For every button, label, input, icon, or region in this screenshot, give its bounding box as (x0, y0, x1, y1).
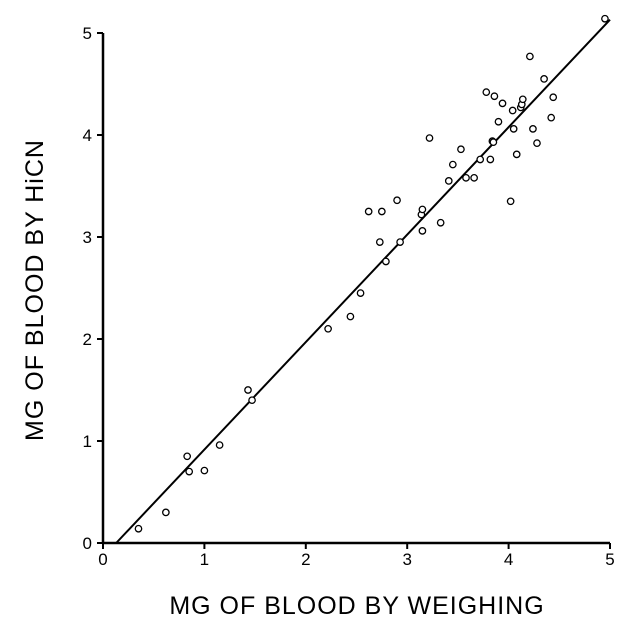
data-point (506, 197, 515, 206)
x-tick-label: 5 (605, 550, 614, 569)
data-point (375, 238, 384, 246)
data-point (183, 452, 192, 461)
data-point (509, 125, 518, 133)
data-point (601, 14, 609, 23)
data-point (364, 207, 373, 216)
axes (101, 33, 610, 545)
data-point (444, 177, 453, 185)
x-tick-label: 3 (402, 550, 411, 569)
data-point (248, 396, 256, 405)
x-tick-label: 4 (504, 550, 513, 569)
data-point (382, 257, 390, 266)
data-point (508, 106, 517, 115)
data-point (494, 117, 503, 126)
data-point (540, 75, 548, 83)
data-point (134, 524, 143, 533)
data-point (533, 139, 541, 148)
data-point (490, 92, 499, 101)
data-point (418, 205, 427, 214)
data-point (244, 386, 252, 394)
data-point (324, 324, 332, 333)
data-point (215, 441, 224, 449)
data-point (462, 173, 470, 182)
axis-ticks: 0 1 2 3 4 5 0 1 2 3 4 5 (83, 24, 615, 569)
x-tick-label: 1 (200, 550, 209, 569)
data-point (346, 312, 355, 321)
data-point (526, 52, 534, 61)
data-point (486, 155, 495, 164)
y-tick-label: 3 (83, 228, 92, 247)
regression-line (115, 19, 611, 544)
data-point (518, 95, 527, 104)
data-point (470, 173, 478, 182)
data-point (436, 218, 445, 227)
data-point (547, 113, 556, 122)
y-tick-label: 4 (83, 126, 92, 145)
data-point (377, 207, 386, 216)
data-point (549, 93, 558, 102)
x-tick-label: 0 (98, 550, 107, 569)
data-points (134, 14, 609, 533)
y-tick-label: 0 (83, 534, 92, 553)
data-point (482, 88, 491, 97)
y-axis-label: MG OF BLOOD BY HiCN (21, 139, 49, 441)
data-point (162, 508, 170, 517)
data-point (476, 155, 485, 164)
x-axis-label: MG OF BLOOD BY WEIGHING (169, 592, 544, 620)
data-point (356, 289, 365, 297)
data-point (418, 227, 427, 235)
data-point (425, 134, 434, 142)
y-tick-label: 5 (83, 24, 92, 43)
data-point (512, 150, 521, 159)
fit-line (115, 19, 611, 544)
y-tick-label: 2 (83, 330, 92, 349)
data-point (393, 196, 401, 205)
data-point (498, 99, 507, 108)
data-point (457, 145, 465, 154)
data-point (185, 467, 194, 476)
x-tick-label: 2 (301, 550, 310, 569)
data-point (529, 125, 537, 133)
data-point (396, 238, 404, 246)
y-tick-label: 1 (83, 432, 92, 451)
data-point (200, 466, 209, 475)
data-point (448, 160, 457, 169)
data-point (489, 138, 498, 146)
